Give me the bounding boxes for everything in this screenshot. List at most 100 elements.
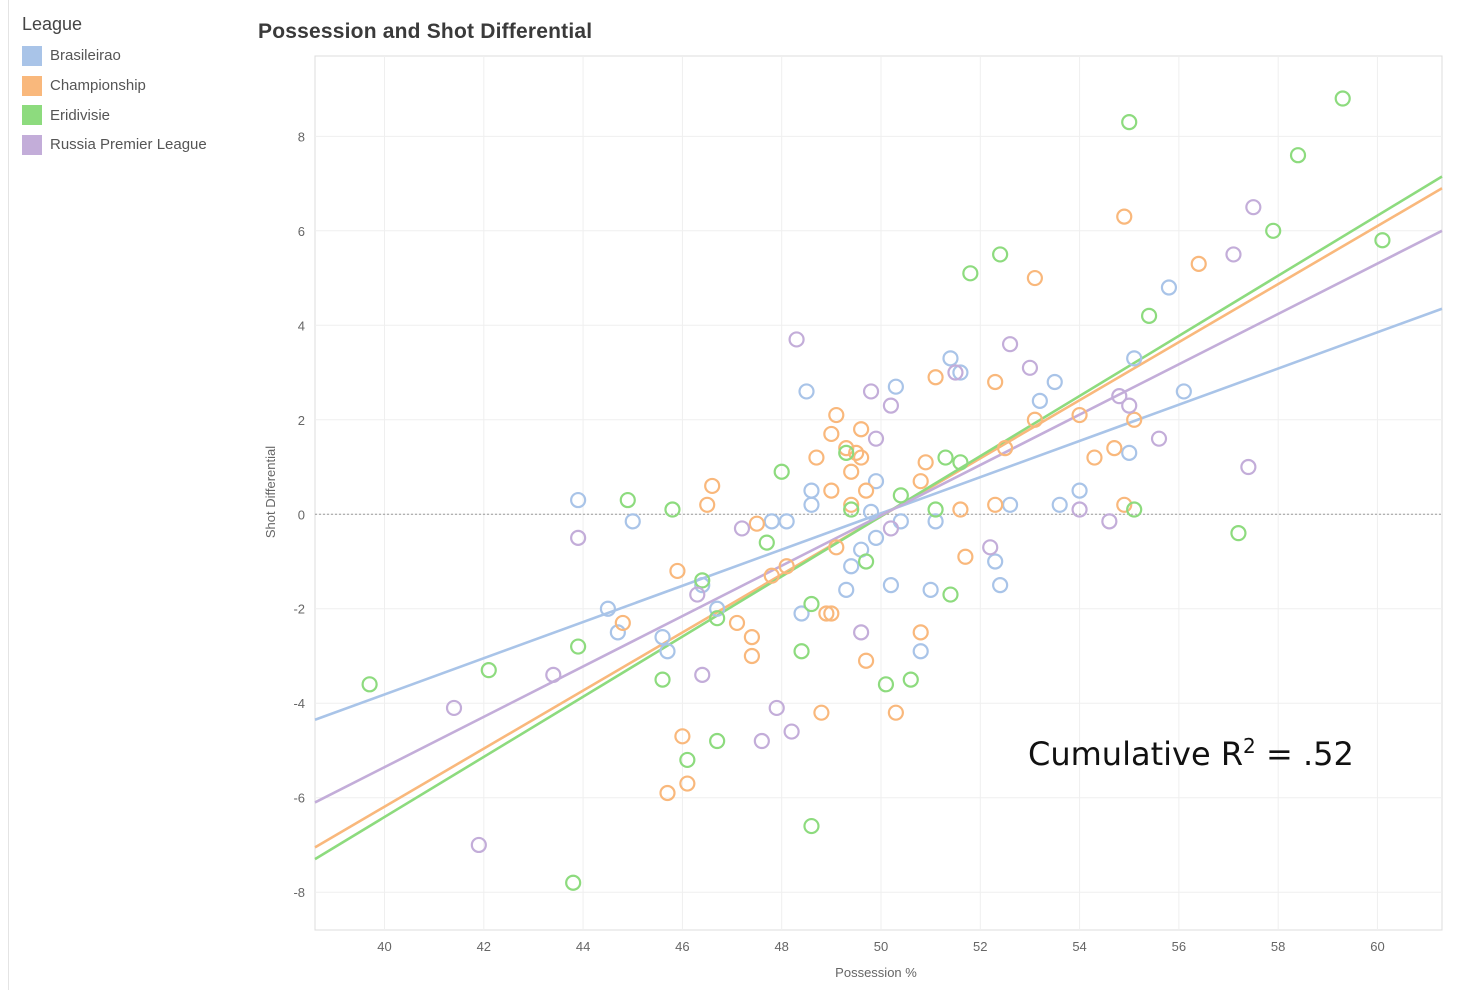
data-point [743, 628, 760, 646]
data-point [669, 562, 686, 580]
legend-title: League [22, 14, 83, 34]
data-point [679, 775, 696, 792]
data-point [694, 666, 711, 683]
legend-label: Brasileirao [50, 47, 121, 65]
data-point [818, 605, 835, 622]
data-point [952, 501, 969, 518]
data-point [709, 600, 726, 617]
annotation-prefix: Cumulative R [1028, 735, 1244, 773]
data-point [654, 628, 671, 646]
data-point [619, 491, 636, 509]
data-point [1111, 388, 1128, 405]
data-point [937, 449, 954, 466]
legend-item-brasileirao[interactable]: Brasileirao [22, 41, 207, 71]
data-point [1126, 501, 1143, 518]
data-point [763, 567, 780, 584]
data-point [753, 732, 770, 750]
data-point [679, 751, 696, 769]
data-point [1031, 392, 1048, 409]
annotation-superscript: 2 [1243, 734, 1256, 758]
data-points [361, 90, 1391, 891]
y-tick-label: 4 [298, 318, 305, 333]
data-point [912, 624, 929, 641]
data-point [654, 671, 671, 688]
legend-item-championship[interactable]: Championship [22, 71, 207, 101]
data-point [659, 784, 676, 802]
legend-item-eridivisie[interactable]: Eridivisie [22, 100, 207, 130]
data-point [748, 515, 765, 532]
data-point [902, 671, 919, 688]
y-tick-label: 6 [298, 224, 305, 239]
data-point [848, 444, 865, 461]
data-point [947, 364, 964, 381]
data-point [1126, 411, 1143, 428]
x-tick-label: 48 [774, 939, 788, 954]
data-point [887, 378, 904, 395]
data-point [887, 704, 904, 721]
data-point [565, 874, 582, 891]
data-point [733, 520, 751, 537]
data-point [570, 491, 587, 509]
data-point [987, 496, 1004, 513]
data-point [1289, 147, 1307, 164]
legend-label: Russia Premier League [50, 136, 207, 154]
data-point [1101, 513, 1118, 530]
data-point [609, 624, 626, 641]
data-point [867, 473, 885, 490]
data-point [743, 647, 760, 665]
y-tick-label: -6 [293, 791, 305, 806]
data-point [823, 425, 840, 443]
data-point [803, 496, 820, 513]
x-tick-label: 52 [973, 939, 987, 954]
legend-swatch-brasileirao [22, 45, 42, 66]
x-axis-label: Possession % [835, 965, 917, 980]
grid-layer [314, 55, 1443, 931]
data-point [778, 513, 795, 530]
data-point [987, 373, 1004, 391]
data-point [823, 605, 840, 622]
data-point [882, 520, 900, 537]
data-point [1121, 397, 1138, 414]
r-squared-annotation: Cumulative R2 = .52 [1028, 734, 1354, 773]
data-point [862, 503, 880, 520]
data-point [570, 638, 587, 655]
data-point [709, 732, 726, 750]
data-point [1150, 430, 1168, 447]
data-point [867, 430, 885, 447]
data-point [853, 421, 870, 438]
plot-frame [314, 55, 1443, 931]
data-point [828, 539, 845, 556]
data-point [768, 699, 785, 717]
data-point [699, 496, 716, 513]
data-point [1116, 208, 1133, 225]
data-point [922, 581, 939, 598]
data-point [882, 397, 900, 414]
data-point [1140, 307, 1158, 324]
x-tick-label: 60 [1370, 939, 1384, 954]
data-point [664, 501, 681, 518]
data-point [1121, 114, 1138, 131]
data-point [853, 449, 870, 466]
data-point [758, 534, 775, 551]
data-point [1126, 350, 1143, 367]
data-point [803, 595, 820, 613]
legend-item-russia-premier-league[interactable]: Russia Premier League [22, 130, 207, 160]
left-divider [8, 0, 9, 990]
data-point [838, 444, 855, 461]
legend: League Brasileirao Championship Eridivis… [22, 14, 207, 160]
data-point [843, 558, 860, 575]
data-point [728, 614, 746, 632]
data-point [694, 577, 711, 594]
data-point [912, 643, 929, 660]
data-point [470, 836, 487, 854]
data-point [694, 572, 711, 589]
x-tick-label: 40 [377, 939, 391, 954]
data-point [808, 449, 825, 466]
data-point [1021, 359, 1039, 376]
data-point [793, 643, 810, 660]
data-point [877, 676, 895, 693]
data-point [982, 539, 999, 556]
y-axis-label: Shot Differential [263, 446, 278, 538]
data-point [813, 704, 830, 721]
data-point [962, 265, 979, 282]
